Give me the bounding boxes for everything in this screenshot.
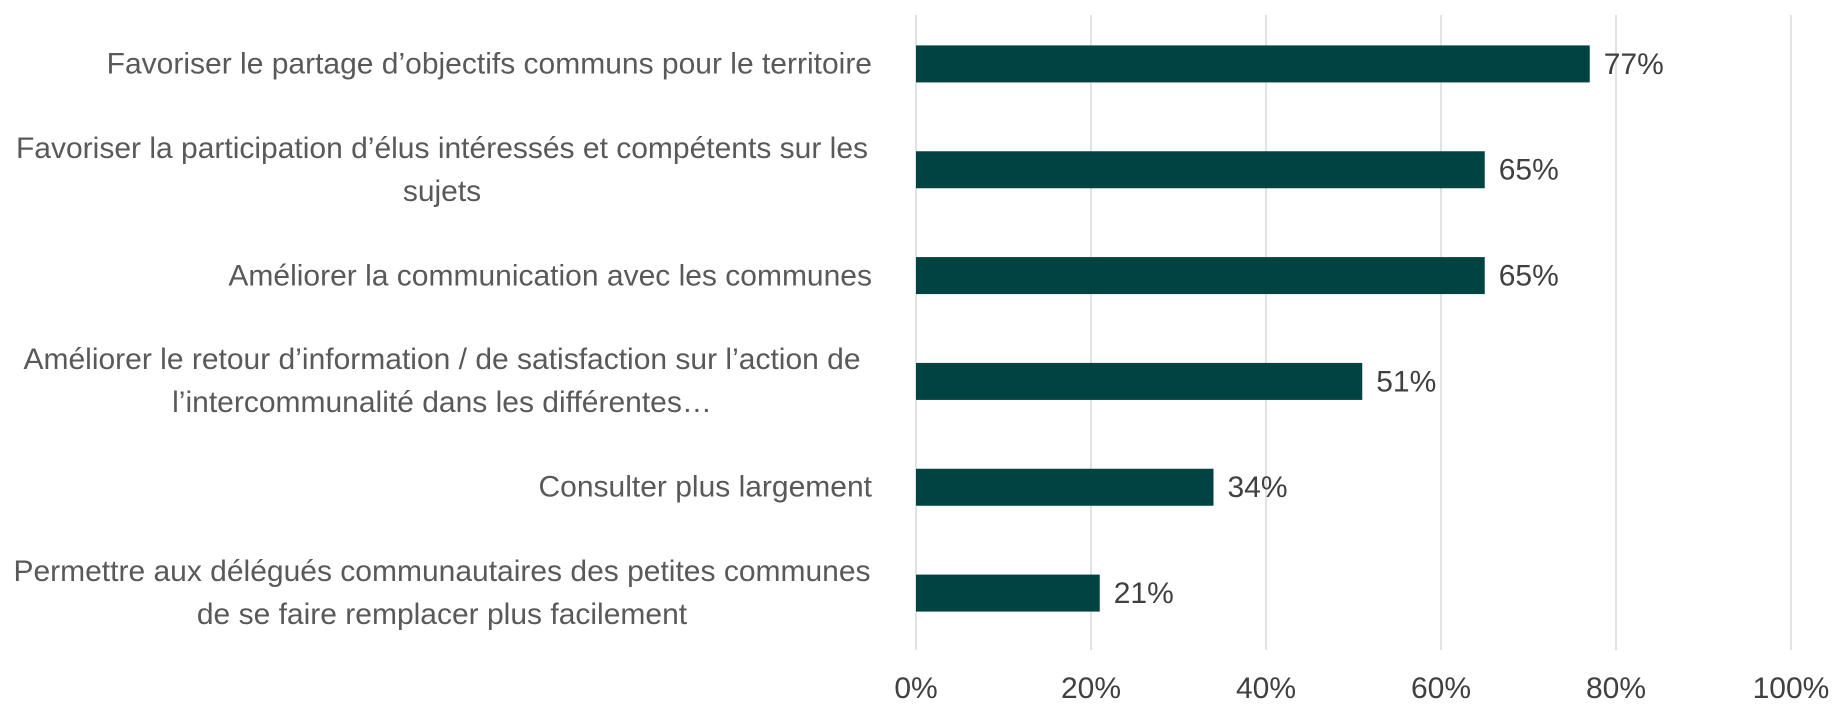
data-label: 34% — [1228, 471, 1288, 504]
y-tick-label: Favoriser la participation d’élus intére… — [15, 131, 869, 208]
x-tick-label: 20% — [1061, 672, 1121, 705]
x-tick-label: 40% — [1236, 672, 1296, 705]
data-label: 77% — [1604, 48, 1664, 81]
bar — [916, 362, 1363, 400]
bar — [916, 574, 1100, 612]
y-tick-label: Améliorer la communication avec les comm… — [228, 259, 872, 293]
data-label: 21% — [1114, 577, 1174, 610]
data-label: 65% — [1499, 154, 1559, 187]
x-tick-label: 80% — [1586, 672, 1646, 705]
bar — [916, 257, 1485, 295]
x-tick-label: 0% — [894, 672, 937, 705]
data-label: 51% — [1376, 365, 1436, 398]
y-tick-label: Favoriser le partage d’objectifs communs… — [106, 47, 872, 81]
bar — [916, 45, 1590, 83]
bar — [916, 151, 1485, 189]
y-tick-label: Permettre aux délégués communautaires de… — [13, 555, 871, 632]
x-tick-label: 100% — [1753, 672, 1830, 705]
x-tick-label: 60% — [1411, 672, 1471, 705]
y-tick-label: Améliorer le retour d’information / de s… — [23, 343, 861, 420]
bar — [916, 468, 1214, 506]
data-label: 65% — [1499, 260, 1559, 293]
y-tick-label: Consulter plus largement — [538, 470, 872, 504]
